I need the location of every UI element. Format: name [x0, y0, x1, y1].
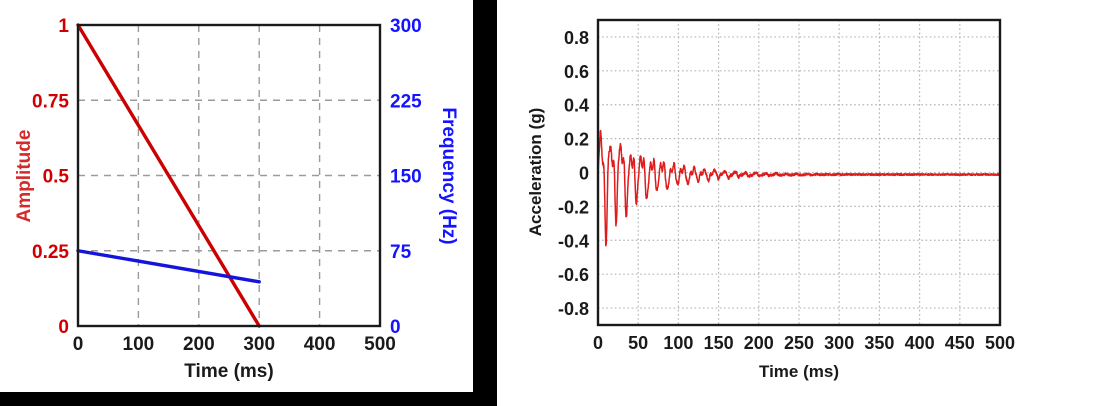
- y-tick-label: -0.4: [558, 231, 589, 251]
- x-tick-label: 150: [704, 333, 734, 353]
- right-x-axis-title: Time (ms): [759, 362, 839, 381]
- left-y-axis-title: Amplitude: [14, 130, 35, 223]
- y-tick-label: 0.8: [564, 28, 589, 48]
- x-tick-label: 300: [243, 334, 275, 355]
- y-tick-label: -0.2: [558, 197, 589, 217]
- right-series: [598, 129, 1000, 247]
- y-tick-label: 0.5: [43, 167, 70, 188]
- y-tick-label: 0.25: [32, 242, 69, 263]
- right-tick-labels: 0 50 100 150 200 250 300 350 400 450 500 -0.8 -0.6 -0…: [558, 28, 1015, 353]
- y-tick-label: -0.8: [558, 299, 589, 319]
- y2-tick-label: 225: [390, 91, 422, 112]
- y-tick-label: 1: [58, 16, 69, 37]
- x-tick-label: 400: [304, 334, 336, 355]
- x-tick-label: 300: [824, 333, 854, 353]
- y-tick-label: 0.4: [564, 96, 589, 116]
- acceleration-response-chart: 0 50 100 150 200 250 300 350 400 450 500 -0.8 -0.6 -0…: [526, 18, 1015, 381]
- x-tick-label: 250: [784, 333, 814, 353]
- y-tick-label: 0.75: [32, 91, 69, 112]
- right-plot-frame: [596, 18, 1002, 327]
- chirp-parameters-chart: 0 100 200 300 400 50000.250.50.75107515022530…: [14, 16, 459, 382]
- y-tick-label: 0.6: [564, 62, 589, 82]
- x-tick-label: 200: [183, 334, 215, 355]
- y2-tick-label: 75: [390, 242, 412, 263]
- x-tick-label: 450: [945, 333, 975, 353]
- y-tick-label: 0: [58, 317, 69, 338]
- x-tick-label: 100: [663, 333, 693, 353]
- x-tick-label: 400: [905, 333, 935, 353]
- x-tick-label: 100: [123, 334, 155, 355]
- left-plot-frame: [76, 23, 382, 328]
- y-tick-label: 0.2: [564, 130, 589, 150]
- left-x-axis-title: Time (ms): [184, 361, 273, 382]
- y-tick-label: 0: [579, 164, 589, 184]
- acceleration-response-panel: 0 50 100 150 200 250 300 350 400 450 500 -0.8 -0.6 -0…: [497, 0, 1098, 406]
- x-tick-label: 50: [628, 333, 648, 353]
- x-tick-label: 0: [73, 334, 84, 355]
- right-y-axis-title: Acceleration (g): [526, 108, 545, 236]
- left-y2-axis-title: Frequency (Hz): [438, 107, 459, 244]
- left-series: [76, 23, 261, 328]
- left-tick-labels: 0 100 200 300 400 50000.250.50.75107515022530…: [32, 16, 422, 355]
- series-line-frequency: [76, 249, 261, 284]
- y2-tick-label: 150: [390, 167, 422, 188]
- chirp-parameters-panel: 0 100 200 300 400 500 0 0.25 0.5 0.75 1 0 75 150 225 30…: [0, 0, 473, 392]
- left-grid: [78, 25, 380, 326]
- x-tick-label: 200: [744, 333, 774, 353]
- x-tick-label: 500: [985, 333, 1015, 353]
- y2-tick-label: 0: [390, 317, 401, 338]
- x-tick-label: 350: [864, 333, 894, 353]
- right-grid: [598, 20, 1000, 325]
- y2-tick-label: 300: [390, 16, 422, 37]
- y-tick-label: -0.6: [558, 265, 589, 285]
- x-tick-label: 0: [593, 333, 603, 353]
- series-line-acceleration: [598, 129, 1000, 247]
- x-tick-label: 500: [364, 334, 396, 355]
